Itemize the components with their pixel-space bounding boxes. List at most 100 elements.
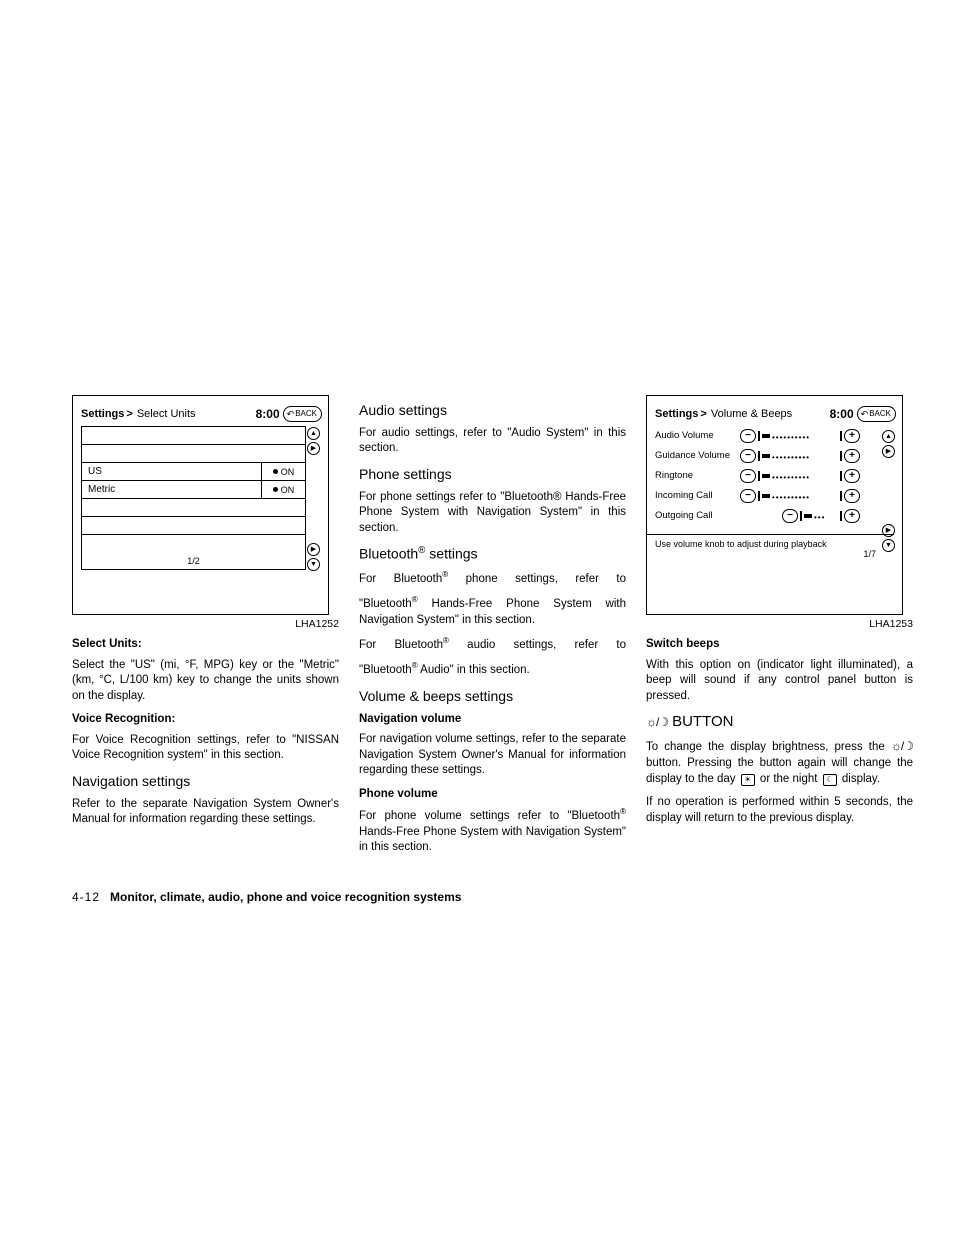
vrow-label: Ringtone — [655, 470, 740, 483]
row-label: Metric — [88, 483, 261, 497]
nav-right-icon[interactable]: ▶ — [882, 524, 895, 537]
vrow-label: Outgoing Call — [655, 510, 740, 523]
back-arc-icon: ↶ — [287, 408, 295, 420]
plus-button[interactable]: + — [844, 469, 860, 483]
sun-moon-icon: ☼/☽ — [646, 716, 668, 728]
p-switch-beeps: With this option on (indicator light ill… — [646, 658, 913, 705]
minus-button[interactable]: − — [782, 509, 798, 523]
fig1-header: Settings > Select Units 8:00 ↶BACK — [81, 406, 322, 422]
bar-fill — [762, 494, 770, 498]
h-switch-beeps: Switch beeps — [646, 637, 913, 653]
plus-button[interactable]: + — [844, 489, 860, 503]
volume-bar: •••••••••• — [758, 450, 842, 462]
bar-fill — [804, 514, 812, 518]
bar-fill — [762, 434, 770, 438]
fig2-pager: 1/7 — [863, 548, 876, 560]
nav-up-icon[interactable]: ▲ — [882, 430, 895, 443]
fig2-hint: Use volume knob to adjust during playbac… — [647, 534, 894, 550]
list-row-blank — [82, 427, 305, 445]
button-heading-text: BUTTON — [672, 712, 733, 732]
on-text: ON — [281, 484, 295, 496]
nav-down-icon[interactable]: ▼ — [307, 558, 320, 571]
minus-button[interactable]: − — [740, 449, 756, 463]
p2c: or the night — [760, 773, 818, 785]
plus-button[interactable]: + — [844, 509, 860, 523]
vrow-label: Audio Volume — [655, 430, 740, 443]
list-row-blank — [82, 445, 305, 463]
volume-bar: •••••••••• — [758, 430, 842, 442]
vrow-label: Incoming Call — [655, 490, 740, 503]
p-bt-audio2: "Bluetooth® Audio" in this section. — [359, 661, 626, 678]
row-label: US — [88, 465, 261, 479]
p-phone: For phone settings refer to "Bluetooth® … — [359, 490, 626, 537]
bar-dots: •••••••••• — [772, 453, 836, 464]
list-row-blank — [82, 535, 305, 553]
volume-bar: ••• — [800, 510, 842, 522]
plus-button[interactable]: + — [844, 429, 860, 443]
p-select-units: Select the "US" (mi, °F, MPG) key or the… — [72, 658, 339, 705]
crumb-sep: > — [126, 407, 132, 422]
p-navigation: Refer to the separate Navigation System … — [72, 797, 339, 828]
h-select-units: Select Units: — [72, 637, 339, 653]
bar-dots: ••• — [814, 513, 836, 524]
on-indicator: ON — [261, 481, 305, 498]
page-footer: 4-12 Monitor, climate, audio, phone and … — [72, 890, 914, 904]
plus-button[interactable]: + — [844, 449, 860, 463]
minus-button[interactable]: − — [740, 489, 756, 503]
back-button[interactable]: ↶BACK — [857, 406, 896, 422]
list-row-us[interactable]: US ON — [82, 463, 305, 481]
volume-rows: Audio Volume − •••••••••• + Guidance Vol… — [655, 426, 895, 526]
fig1-pager: 1/2 — [187, 555, 200, 567]
h-phone: Phone settings — [359, 465, 626, 484]
nav-up-icon[interactable]: ▲ — [307, 427, 320, 440]
vrow-label: Guidance Volume — [655, 450, 740, 463]
h-audio: Audio settings — [359, 401, 626, 420]
p2d: display. — [842, 773, 880, 785]
minus-button[interactable]: − — [740, 429, 756, 443]
back-button[interactable]: ↶BACK — [283, 406, 322, 422]
vrow-outgoing: Outgoing Call − ••• + — [655, 506, 895, 526]
on-indicator: ON — [261, 463, 305, 480]
units-listbox: US ON Metric ON 1/2 ▲ ▶ — [81, 426, 306, 570]
fig1-clock: 8:00 — [256, 406, 280, 422]
bar-fill — [762, 454, 770, 458]
p-timeout: If no operation is performed within 5 se… — [646, 795, 913, 826]
page-number: 4-12 — [72, 890, 100, 904]
h-phonevol: Phone volume — [359, 787, 626, 803]
fig2-side-buttons: ▲ ▶ ▶ ▼ — [882, 430, 896, 552]
on-text: ON — [281, 466, 295, 478]
column-2: Audio settings For audio settings, refer… — [359, 395, 626, 864]
p-bt-phone: For Bluetooth® phone settings, refer to — [359, 570, 626, 587]
h-brightness-button: ☼/☽ BUTTON — [646, 712, 913, 732]
bar-dots: •••••••••• — [772, 433, 836, 444]
list-row-metric[interactable]: Metric ON — [82, 481, 305, 499]
dot-icon — [273, 469, 278, 474]
figure-select-units: Settings > Select Units 8:00 ↶BACK US ON — [72, 395, 329, 615]
minus-button[interactable]: − — [740, 469, 756, 483]
nav-down-icon[interactable]: ▼ — [882, 539, 895, 552]
fig2-crumb1: Settings — [655, 407, 698, 422]
bar-dots: •••••••••• — [772, 473, 836, 484]
back-arc-icon: ↶ — [861, 408, 869, 420]
volume-bar: •••••••••• — [758, 470, 842, 482]
fig2-clock: 8:00 — [830, 406, 854, 422]
volume-bar: •••••••••• — [758, 490, 842, 502]
nav-right-icon[interactable]: ▶ — [307, 442, 320, 455]
nav-right-icon[interactable]: ▶ — [882, 445, 895, 458]
p-bt-audio: For Bluetooth® audio settings, refer to — [359, 636, 626, 653]
h-navigation: Navigation settings — [72, 772, 339, 791]
back-label: BACK — [869, 409, 891, 420]
vrow-incoming: Incoming Call − •••••••••• + — [655, 486, 895, 506]
bar-fill — [762, 474, 770, 478]
vrow-ringtone: Ringtone − •••••••••• + — [655, 466, 895, 486]
p-brightness: To change the display brightness, press … — [646, 740, 913, 787]
figure-volume-beeps: Settings > Volume & Beeps 8:00 ↶BACK Aud… — [646, 395, 903, 615]
p-phonevol: For phone volume settings refer to "Blue… — [359, 807, 626, 855]
section-title: Monitor, climate, audio, phone and voice… — [110, 890, 461, 904]
dot-icon — [273, 487, 278, 492]
bar-dots: •••••••••• — [772, 493, 836, 504]
nav-right-icon[interactable]: ▶ — [307, 543, 320, 556]
fig1-crumb2: Select Units — [137, 407, 196, 422]
sun-moon-icon: ☼/☽ — [891, 740, 913, 752]
h-bluetooth: Bluetooth® settings — [359, 544, 626, 564]
